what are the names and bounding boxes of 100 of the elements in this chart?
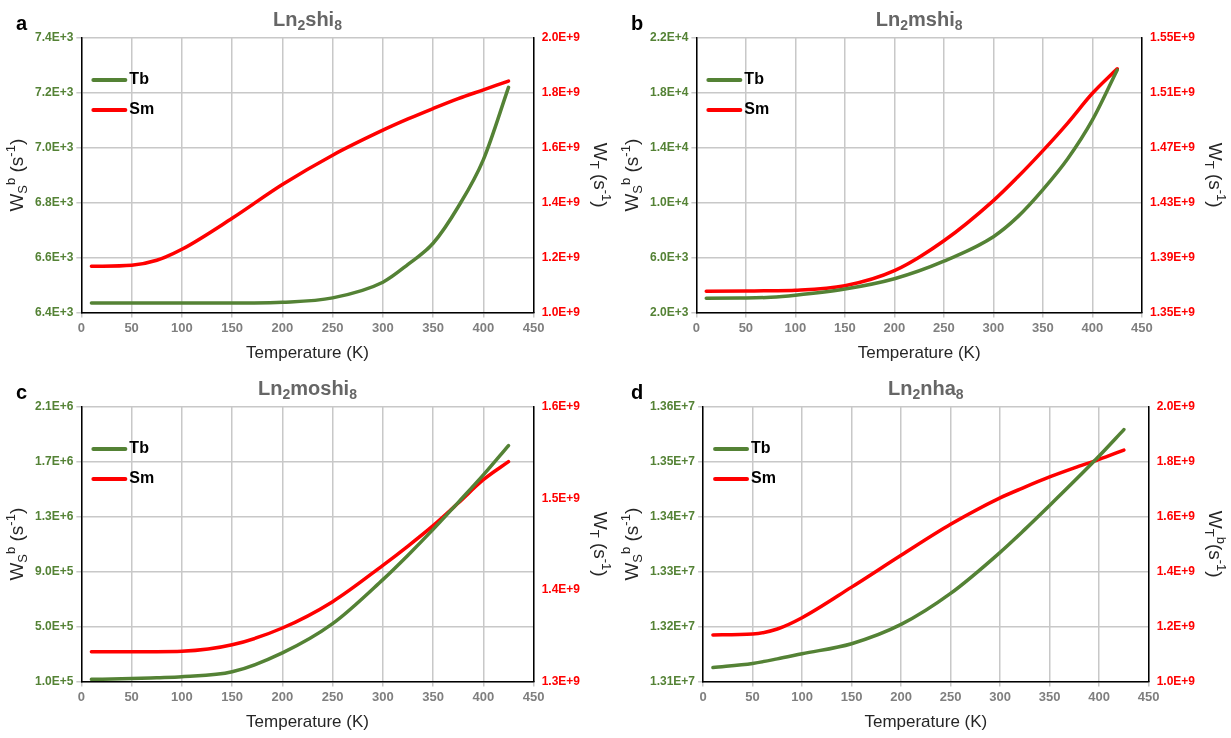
y-tick-label: 2.2E+4 [649,30,689,45]
x-tick-label: 300 [989,688,1011,704]
x-tick-label: 300 [982,319,1005,335]
legend-label: Tb [751,439,771,457]
y-tick-label: 1.32E+7 [649,618,696,633]
legend-label: Tb [129,70,150,88]
y-tick-label: 1.34E+7 [649,509,696,524]
y-tick-label: 5.0E+5 [34,618,74,633]
x-axis-title: Temperature (K) [864,711,988,731]
y-tick-label: 1.31E+7 [649,673,696,688]
y2-tick-label: 1.5E+9 [541,490,581,505]
x-tick-label: 0 [77,319,85,335]
y-tick-label: 7.2E+3 [34,85,74,100]
x-tick-label: 150 [834,319,856,335]
y-tick-label: 7.0E+3 [34,140,74,155]
y2-tick-label: 1.47E+9 [1149,140,1196,155]
y-tick-label: 1.36E+7 [649,399,696,414]
x-tick-label: 50 [124,319,139,335]
legend-label: Sm [751,469,776,487]
y2-tick-label: 1.43E+9 [1149,194,1196,209]
x-tick-label: 350 [422,319,444,335]
y-tick-label: 2.0E+3 [649,304,689,319]
y2-tick-label: 1.55E+9 [1149,30,1196,45]
x-tick-label: 400 [1081,319,1104,335]
y2-tick-label: 1.4E+9 [541,582,581,597]
text: d [631,380,644,403]
legend-label: Sm [744,100,770,118]
y-tick-label: 1.4E+4 [649,140,689,155]
x-tick-label: 150 [221,319,243,335]
x-tick-label: 150 [221,688,243,704]
y2-tick-label: 1.51E+9 [1149,85,1196,100]
y2-axis-title: WT (s-1) [1201,142,1230,208]
y2-axis-title: WT (s-1) [586,142,615,208]
y-tick-label: 1.8E+4 [649,85,689,100]
y-tick-label: 7.4E+3 [34,30,74,45]
text: a [16,11,28,34]
y-tick-label: 1.35E+7 [649,454,696,469]
x-tick-label: 0 [699,688,707,704]
x-axis-title: Temperature (K) [857,342,981,362]
x-axis-title: Temperature (K) [246,342,369,362]
y-tick-label: 1.33E+7 [649,563,696,578]
x-tick-label: 200 [890,688,912,704]
y2-tick-label: 1.6E+9 [541,399,581,414]
y-tick-label: 9.0E+5 [34,563,74,578]
y2-tick-label: 1.8E+9 [1156,454,1196,469]
y-tick-label: 6.6E+3 [34,249,74,264]
y2-tick-label: 1.4E+9 [541,194,581,209]
y2-tick-label: 1.0E+9 [541,304,581,319]
y-axis-title: WSb (s-1) [617,507,646,581]
y-tick-label: 1.3E+6 [34,509,74,524]
x-tick-label: 200 [271,688,294,704]
y2-tick-label: 1.6E+9 [1156,509,1196,524]
x-tick-label: 450 [522,688,545,704]
y-tick-label: 1.0E+5 [34,673,74,688]
y2-tick-label: 1.8E+9 [541,85,581,100]
y-tick-label: 6.8E+3 [34,194,74,209]
x-tick-label: 250 [321,319,344,335]
x-tick-label: 450 [1137,688,1160,704]
x-tick-label: 100 [791,688,813,704]
y-tick-label: 1.7E+6 [34,454,74,469]
x-tick-label: 0 [77,688,85,704]
text: b [631,11,644,34]
x-tick-label: 400 [472,319,495,335]
y2-tick-label: 1.4E+9 [1156,563,1196,578]
x-tick-label: 50 [738,319,754,335]
x-tick-label: 250 [321,688,344,704]
y-tick-label: 2.1E+6 [34,399,74,414]
y2-tick-label: 2.0E+9 [541,30,581,45]
x-tick-label: 450 [522,319,545,335]
x-tick-label: 250 [933,319,955,335]
y2-axis-title: WTb(s-1) [1201,510,1230,578]
y-tick-label: 6.0E+3 [649,249,689,264]
y2-tick-label: 1.2E+9 [1156,618,1196,633]
x-tick-label: 150 [840,688,863,704]
x-tick-label: 350 [1032,319,1054,335]
y-axis-title: WSb (s-1) [2,507,31,581]
x-tick-label: 100 [171,688,193,704]
x-tick-label: 250 [939,688,962,704]
y2-axis-title: WT (s-1) [586,511,615,577]
line-series [89,459,511,654]
line-series [711,427,1126,670]
legend-label: Tb [129,439,150,457]
legend-label: Tb [744,70,765,88]
y-tick-label: 6.4E+3 [34,304,74,319]
x-tick-label: 400 [472,688,495,704]
x-tick-label: 350 [422,688,444,704]
x-tick-label: 300 [372,688,394,704]
y-axis-title: WSb (s-1) [2,138,31,212]
y2-tick-label: 1.6E+9 [541,140,581,155]
x-tick-label: 200 [883,319,906,335]
text: c [16,380,28,403]
y2-tick-label: 1.3E+9 [541,673,581,688]
x-tick-label: 350 [1038,688,1061,704]
x-tick-label: 200 [271,319,294,335]
y2-tick-label: 1.39E+9 [1149,249,1196,264]
legend-label: Sm [129,469,155,487]
x-tick-label: 0 [692,319,700,335]
legend-label: Sm [129,100,155,118]
y2-tick-label: 1.35E+9 [1149,304,1196,319]
y-tick-label: 1.0E+4 [649,194,689,209]
